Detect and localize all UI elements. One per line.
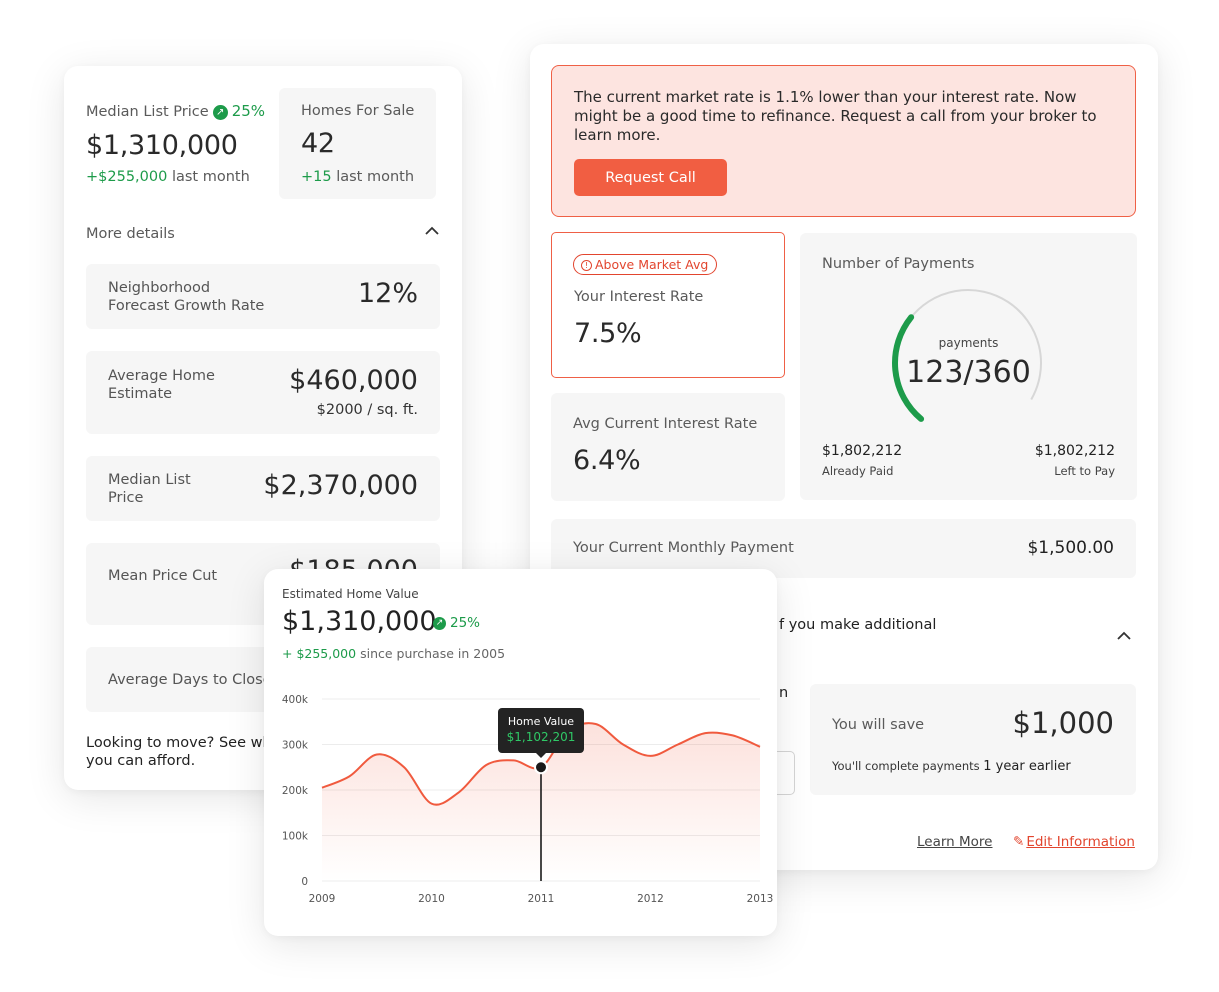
monthly-payment-value: $1,500.00 [1027, 538, 1114, 558]
trend-up-icon: ↗ [212, 104, 228, 120]
gauge-progress [892, 314, 925, 422]
y-tick-label: 400k [282, 694, 309, 706]
tooltip-label: Home Value [507, 715, 575, 729]
x-tick-label: 2010 [418, 893, 445, 905]
home-value-chart[interactable]: 0 100k 200k 300k 400k 2009 2010 2011 2012 2013 [264, 569, 777, 936]
chart-card-change: ↗ 25% [433, 615, 480, 631]
savings-tile: You will save $1,000 You'll complete pay… [810, 684, 1136, 795]
pencil-icon: ✎ [1013, 834, 1025, 850]
afford-footer-line2: you can afford. [86, 753, 196, 769]
median-list-price-delta: +$255,000 [86, 169, 168, 185]
homes-for-sale-stat: Homes For Sale 42 +15 last month [279, 88, 436, 199]
refinance-alert: The current market rate is 1.1% lower th… [551, 65, 1136, 217]
avg-home-label-line2: Estimate [108, 386, 173, 402]
savings-note: You'll complete payments 1 year earlier [832, 759, 1071, 774]
additional-field-label: n [779, 685, 789, 701]
chart-tooltip: Home Value $1,102,201 [498, 708, 584, 759]
y-tick-label: 100k [282, 831, 309, 843]
left-to-pay-value: $1,802,212 [1034, 443, 1115, 459]
x-tick-label: 2009 [309, 893, 336, 905]
avg-interest-rate-label: Avg Current Interest Rate [573, 416, 758, 432]
chevron-up-icon[interactable] [1116, 630, 1132, 642]
additional-payments-title: f you make additional [779, 617, 937, 633]
afford-footer: Looking to move? See wh you can afford. [86, 734, 272, 770]
afford-footer-line1: Looking to move? See wh [86, 735, 272, 751]
edit-information-link[interactable]: ✎ Edit Information [1013, 834, 1135, 850]
homes-for-sale-delta: +15 [301, 169, 332, 185]
avg-home-per-sqft: $2000 / sq. ft. [316, 402, 418, 418]
y-tick-label: 300k [282, 740, 309, 752]
median-list-price-label: Median List Price [86, 104, 209, 120]
your-interest-rate-label: Your Interest Rate [574, 289, 704, 305]
growth-rate-row: Neighborhood Forecast Growth Rate 12% [86, 264, 440, 329]
avg-interest-rate-value: 6.4% [573, 445, 641, 476]
refinance-alert-text: The current market rate is 1.1% lower th… [574, 88, 1097, 144]
home-value-chart-card: Estimated Home Value $1,310,000 ↗ 25% + $… [264, 569, 777, 936]
monthly-payment-row: Your Current Monthly Payment $1,500.00 [551, 519, 1136, 578]
more-details-label: More details [86, 226, 175, 242]
homes-for-sale-label: Homes For Sale [301, 103, 415, 119]
savings-label: You will save [832, 717, 925, 733]
chart-card-title: Estimated Home Value [282, 587, 419, 601]
y-tick-label: 200k [282, 785, 309, 797]
median-list-price-change: 25% [231, 102, 266, 120]
learn-more-link[interactable]: Learn More [917, 834, 993, 850]
median-list-label-line2: Price [108, 490, 144, 506]
chevron-up-icon[interactable] [424, 225, 440, 237]
already-paid-value: $1,802,212 [822, 443, 903, 459]
avg-home-estimate-row: Average Home Estimate $460,000 $2000 / s… [86, 351, 440, 434]
market-stats-card: Median List Price ↗ 25% $1,310,000 +$255,0… [64, 66, 462, 790]
savings-value: $1,000 [1012, 706, 1114, 740]
payments-tile: Number of Payments payments 123/360 $1,8… [800, 233, 1137, 500]
left-to-pay-label: Left to Pay [1054, 464, 1115, 478]
median-list-label-line1: Median List [108, 472, 191, 488]
x-tick-label: 2013 [747, 893, 774, 905]
chart-card-delta: + $255,000 since purchase in 2005 [282, 646, 505, 661]
trend-up-icon: ↗ [433, 616, 446, 630]
payments-gauge [892, 289, 1042, 422]
chart-card-delta-value: + $255,000 [282, 646, 357, 661]
savings-note-bold: 1 year earlier [983, 759, 1071, 774]
your-interest-rate-tile: ! Above Market Avg Your Interest Rate 7.5… [551, 232, 785, 378]
above-market-badge-label: Above Market Avg [595, 257, 709, 272]
median-list-row: Median List Price $2,370,000 [86, 456, 440, 521]
y-tick-label: 0 [301, 876, 308, 888]
growth-rate-label-line1: Neighborhood [108, 280, 211, 296]
alert-circle-icon: ! [581, 260, 592, 271]
chart-card-delta-suffix: since purchase in 2005 [360, 646, 506, 661]
homes-for-sale-delta-suffix: last month [336, 169, 415, 185]
hover-point[interactable] [534, 760, 548, 775]
x-tick-label: 2011 [528, 893, 555, 905]
mean-price-cut-label: Mean Price Cut [108, 568, 218, 584]
chart-card-change-pct: 25% [450, 615, 481, 631]
above-market-badge: ! Above Market Avg [573, 254, 718, 275]
x-tick-label: 2012 [637, 893, 664, 905]
chart-card-value: $1,310,000 [282, 606, 437, 637]
median-list-value: $2,370,000 [263, 470, 418, 501]
your-interest-rate-value: 7.5% [574, 318, 642, 349]
median-list-price-stat: Median List Price ↗ 25% $1,310,000 +$255,0… [86, 102, 265, 185]
median-list-price-delta-suffix: last month [171, 169, 250, 185]
payments-title: Number of Payments [822, 256, 975, 272]
gauge-value: 123/360 [906, 355, 1031, 390]
median-list-price-value: $1,310,000 [86, 130, 238, 161]
tooltip-value: $1,102,201 [506, 730, 576, 745]
tooltip-pointer [536, 753, 546, 759]
growth-rate-label-line2: Forecast Growth Rate [108, 298, 265, 314]
savings-note-prefix: You'll complete payments [832, 759, 980, 773]
avg-interest-rate-tile: Avg Current Interest Rate 6.4% [551, 393, 785, 501]
gauge-label: payments [938, 336, 999, 350]
monthly-payment-label: Your Current Monthly Payment [573, 540, 794, 556]
avg-home-value: $460,000 [289, 365, 418, 396]
request-call-button[interactable]: Request Call [574, 159, 727, 196]
avg-days-label: Average Days to Close [108, 672, 272, 688]
avg-home-label-line1: Average Home [108, 368, 215, 384]
homes-for-sale-value: 42 [301, 128, 335, 159]
more-details-toggle[interactable]: More details [86, 223, 440, 243]
growth-rate-value: 12% [357, 278, 418, 309]
already-paid-label: Already Paid [822, 464, 894, 478]
edit-information-label: Edit Information [1026, 834, 1135, 850]
